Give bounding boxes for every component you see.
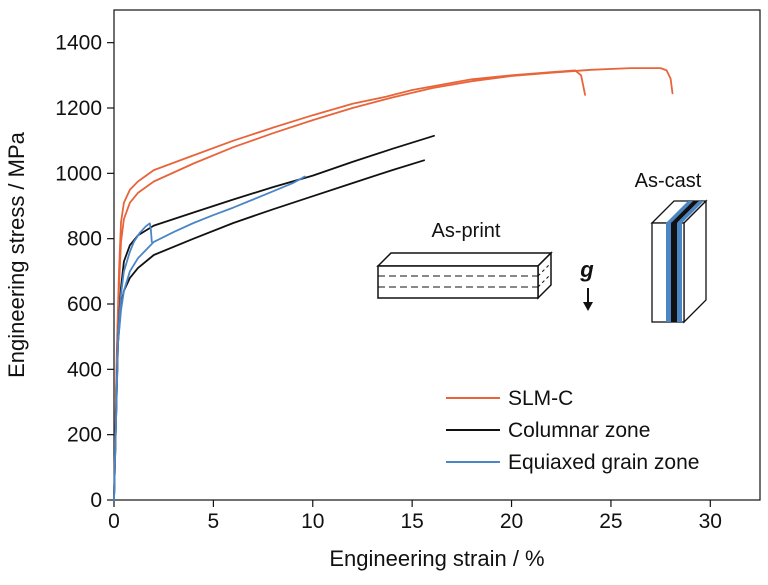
series-line-columnar-zone-3 <box>113 159 426 501</box>
x-tick-label: 10 <box>301 510 324 533</box>
y-tick-label: 400 <box>67 358 102 381</box>
slab-top-face <box>376 252 553 267</box>
x-tick-label: 30 <box>699 510 722 533</box>
y-tick-label: 1400 <box>55 32 102 55</box>
series-lines <box>113 67 674 501</box>
x-axis-title: Engineering strain / % <box>329 546 544 571</box>
plate-layer-top <box>671 201 699 223</box>
plate-core-layer <box>671 223 677 322</box>
y-axis-title: Engineering stress / MPa <box>4 131 29 378</box>
x-tick-label: 15 <box>400 510 423 533</box>
y-tick-label: 1000 <box>55 162 102 185</box>
legend-label-columnar: Columnar zone <box>508 419 650 442</box>
y-tick-label: 0 <box>90 489 102 512</box>
y-tick-label: 200 <box>67 424 102 447</box>
legend-label-equiaxed: Equiaxed grain zone <box>508 451 699 474</box>
x-tick-label: 0 <box>108 510 120 533</box>
y-axis-ticks: 0 200 400 600 800 1000 1200 1400 <box>55 32 114 512</box>
as-print-inset: As-print <box>376 220 553 300</box>
down-arrow-icon <box>583 302 593 311</box>
y-tick-label: 600 <box>67 293 102 316</box>
y-tick-label: 800 <box>67 228 102 251</box>
plot-frame <box>113 9 761 501</box>
plate-layer-top <box>666 201 693 223</box>
series-line-equiaxed-grain-zone-4 <box>113 222 153 501</box>
as-print-label: As-print <box>432 220 501 242</box>
x-tick-label: 5 <box>208 510 220 533</box>
as-cast-label: As-cast <box>635 170 702 192</box>
as-cast-inset: As-cast <box>635 170 708 324</box>
gravity-label: g <box>579 257 594 282</box>
y-tick-label: 1200 <box>55 97 102 120</box>
legend-label-slm-c: SLM-C <box>508 387 573 410</box>
plate-side-face <box>683 199 707 324</box>
x-tick-label: 25 <box>599 510 622 533</box>
plate-columnar-layer <box>666 223 671 322</box>
plate-columnar-layer <box>677 223 682 322</box>
series-line-equiaxed-grain-zone-5 <box>113 175 306 501</box>
x-tick-label: 20 <box>500 510 523 533</box>
legend: SLM-C Columnar zone Equiaxed grain zone <box>446 387 699 474</box>
slab-front-face <box>377 265 539 299</box>
plate-layer-top <box>677 201 704 223</box>
series-line-slm-c-1 <box>113 67 674 501</box>
gravity-indicator: g <box>579 257 594 311</box>
x-axis-ticks: 0 5 10 15 20 25 30 <box>108 500 722 533</box>
